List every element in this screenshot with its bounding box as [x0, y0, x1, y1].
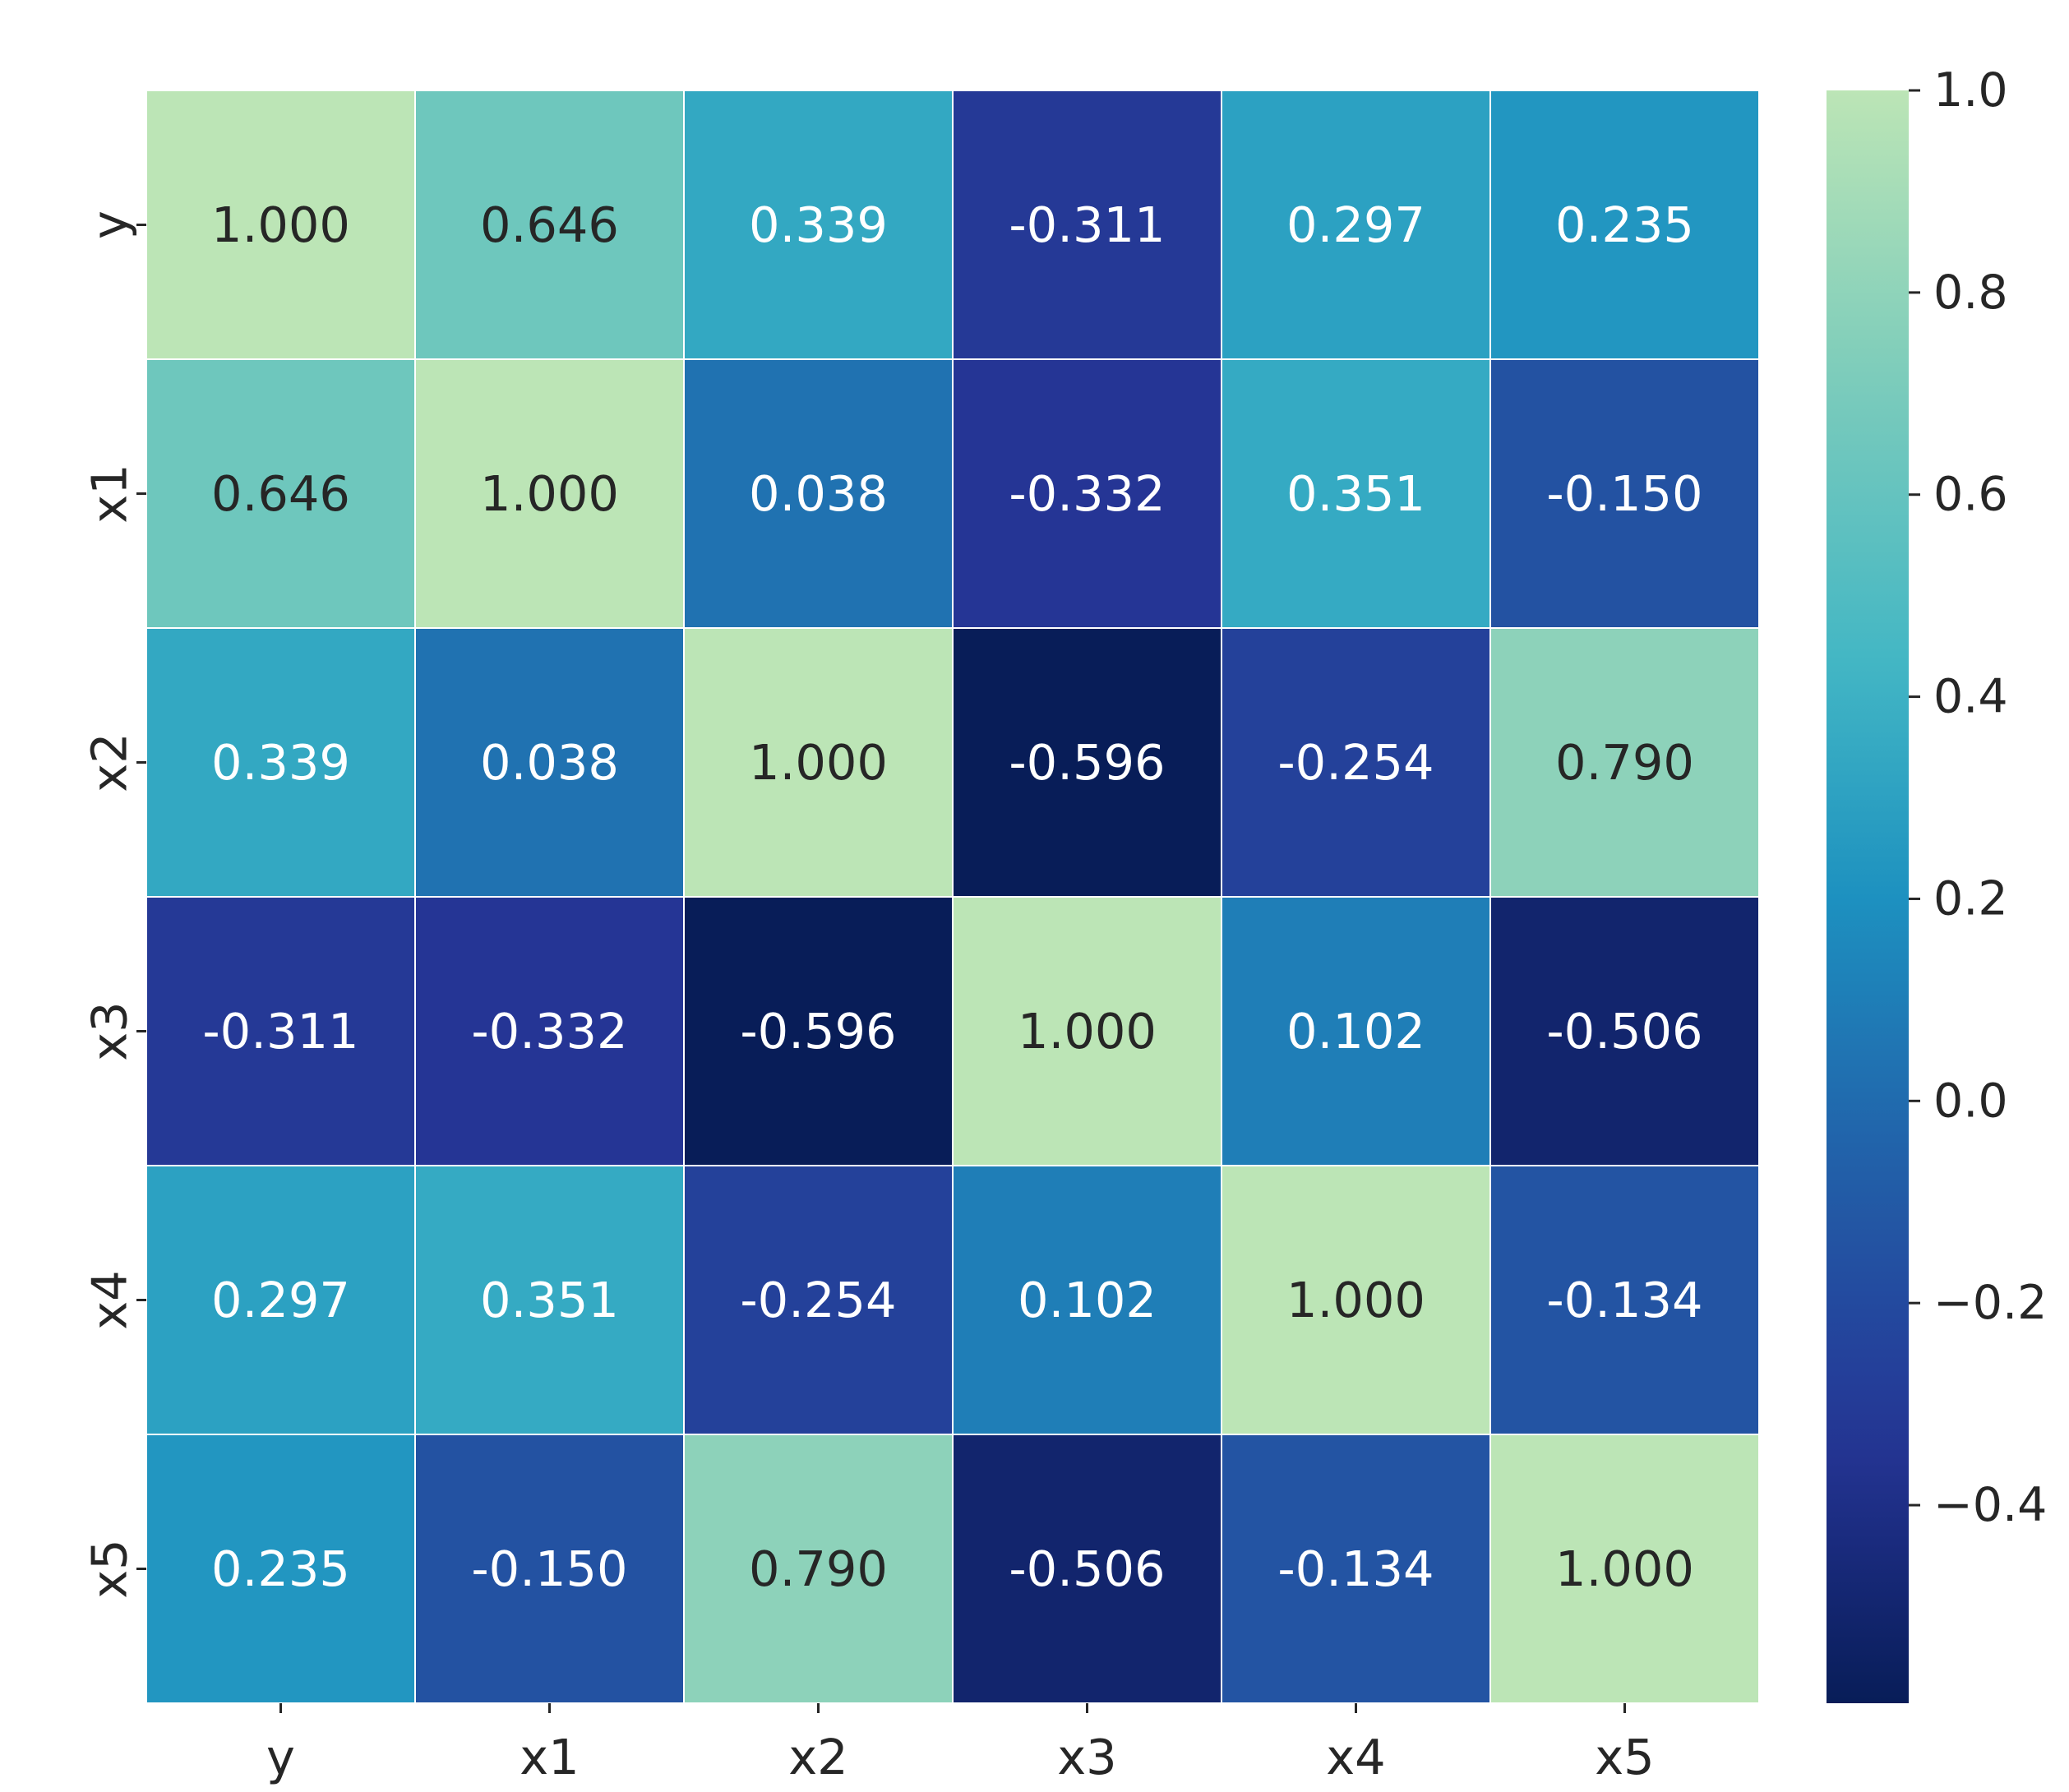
x-tick-label-x1: x1	[520, 1729, 579, 1785]
heatmap-cell-label-x4-x3: 0.102	[1018, 1272, 1157, 1328]
heatmap-cell-x1-x5	[1489, 358, 1760, 629]
heatmap-cell-x2-y	[145, 627, 416, 898]
heatmap-cell-x5-y	[145, 1434, 416, 1704]
heatmap-cell-label-x2-x1: 0.038	[480, 734, 619, 791]
heatmap-cell-x2-x4	[1221, 627, 1491, 898]
heatmap-cell-y-x1	[414, 90, 685, 360]
heatmap-cell-label-x3-x4: 0.102	[1286, 1003, 1425, 1060]
heatmap-cell-label-x5-y: 0.235	[211, 1540, 350, 1597]
colorbar: 1.0 0.8 0.6 0.4 0.2 0.0 −0.2 −0.4	[1827, 63, 2047, 1703]
heatmap-cell-label-x3-y: -0.311	[202, 1003, 358, 1060]
heatmap-cell-label-x1-x5: -0.150	[1546, 465, 1702, 522]
colorbar-tick-label-0.0: 0.0	[1933, 1074, 2008, 1128]
heatmap-cell-x3-x5	[1489, 896, 1760, 1166]
heatmap-cell-label-x5-x4: -0.134	[1277, 1540, 1434, 1597]
heatmap-cell-x2-x1	[414, 627, 685, 898]
y-tick-label-x4: x4	[81, 1270, 138, 1329]
heatmap-cell-x4-x1	[414, 1165, 685, 1435]
heatmap-cell-x4-x3	[952, 1165, 1222, 1435]
heatmap-cell-x1-y	[145, 358, 416, 629]
colorbar-tick-label-0.2: 0.2	[1933, 871, 2008, 926]
colorbar-gradient	[1827, 90, 1909, 1703]
heatmap-cell-label-x1-y: 0.646	[211, 465, 350, 522]
heatmap-cell-label-x1-x4: 0.351	[1286, 465, 1425, 522]
heatmap-cell-y-x3	[952, 90, 1222, 360]
heatmap-cell-x3-x2	[683, 896, 954, 1166]
heatmap-cell-label-x2-y: 0.339	[211, 734, 350, 791]
heatmap-cell-x2-x5	[1489, 627, 1760, 898]
heatmap-cell-x5-x5	[1489, 1434, 1760, 1704]
y-tick-label-x3: x3	[81, 1001, 138, 1060]
colorbar-tick-label-0.6: 0.6	[1933, 468, 2008, 522]
heatmap-cell-x2-x2	[683, 627, 954, 898]
heatmap-cell-x1-x3	[952, 358, 1222, 629]
heatmap-cell-label-x2-x3: -0.596	[1009, 734, 1165, 791]
heatmap-cell-y-x5	[1489, 90, 1760, 360]
heatmap-cell-label-y-x5: 0.235	[1555, 196, 1694, 253]
heatmap-cell-label-x2-x5: 0.790	[1555, 734, 1694, 791]
heatmap-cell-label-x5-x2: 0.790	[749, 1540, 888, 1597]
colorbar-tick-label-−0.2: −0.2	[1933, 1276, 2047, 1330]
heatmap-cell-label-x5-x5: 1.000	[1555, 1540, 1694, 1597]
heatmap-cell-label-y-x2: 0.339	[749, 196, 888, 253]
heatmap-cell-label-x5-x3: -0.506	[1009, 1540, 1165, 1597]
heatmap-cell-label-x2-x2: 1.000	[749, 734, 888, 791]
heatmap-cell-label-x3-x5: -0.506	[1546, 1003, 1702, 1060]
heatmap-cell-x3-x4	[1221, 896, 1491, 1166]
heatmap-cell-label-x1-x2: 0.038	[749, 465, 888, 522]
colorbar-tick-label-1.0: 1.0	[1933, 63, 2008, 118]
heatmap-cell-x4-x4	[1221, 1165, 1491, 1435]
y-tick-label-x5: x5	[81, 1539, 138, 1598]
y-axis: y x1 x2 x3 x4 x5	[81, 210, 146, 1599]
x-tick-label-x3: x3	[1057, 1729, 1116, 1785]
heatmap-cell-y-x2	[683, 90, 954, 360]
heatmap-cell-label-x4-x4: 1.000	[1286, 1272, 1425, 1328]
heatmap-cell-label-x2-x4: -0.254	[1277, 734, 1434, 791]
heatmap-cell-label-y-x4: 0.297	[1286, 196, 1425, 253]
heatmap-cell-label-x3-x3: 1.000	[1018, 1003, 1157, 1060]
x-tick-label-x4: x4	[1326, 1729, 1385, 1785]
heatmap-cell-label-x4-x2: -0.254	[740, 1272, 896, 1328]
heatmap-cell-x4-y	[145, 1165, 416, 1435]
x-axis: y x1 x2 x3 x4 x5	[266, 1703, 1655, 1785]
heatmap-cell-labels: 1.000 0.646 0.339 -0.311 0.297 0.235 0.646 1.00…	[202, 196, 1702, 1597]
heatmap-cell-x3-y	[145, 896, 416, 1166]
heatmap-cell-label-x4-y: 0.297	[211, 1272, 350, 1328]
heatmap-cell-x5-x3	[952, 1434, 1222, 1704]
heatmap-cell-label-y-y: 1.000	[211, 196, 350, 253]
heatmap-cell-x4-x5	[1489, 1165, 1760, 1435]
colorbar-tick-label-−0.4: −0.4	[1933, 1478, 2047, 1532]
heatmap-cell-x3-x3	[952, 896, 1222, 1166]
x-tick-label-x2: x2	[788, 1729, 847, 1785]
heatmap-cell-x3-x1	[414, 896, 685, 1166]
heatmap-cell-label-y-x3: -0.311	[1009, 196, 1165, 253]
y-tick-label-x1: x1	[81, 464, 138, 523]
heatmap-cell-label-x3-x2: -0.596	[740, 1003, 896, 1060]
x-tick-label-y: y	[266, 1729, 295, 1785]
heatmap-cell-label-x4-x1: 0.351	[480, 1272, 619, 1328]
heatmap-cell-label-y-x1: 0.646	[480, 196, 619, 253]
heatmap-cell-x5-x4	[1221, 1434, 1491, 1704]
heatmap-cell-y-x4	[1221, 90, 1491, 360]
heatmap-cell-label-x1-x1: 1.000	[480, 465, 619, 522]
y-tick-label-x2: x2	[81, 732, 138, 792]
heatmap-cell-label-x1-x3: -0.332	[1009, 465, 1165, 522]
heatmap-cell-x1-x1	[414, 358, 685, 629]
x-tick-label-x5: x5	[1595, 1729, 1654, 1785]
heatmap-cell-label-x5-x1: -0.150	[471, 1540, 627, 1597]
heatmap-cell-x2-x3	[952, 627, 1222, 898]
heatmap-cell-y-y	[145, 90, 416, 360]
heatmap-cell-label-x3-x1: -0.332	[471, 1003, 627, 1060]
heatmap-cell-label-x4-x5: -0.134	[1546, 1272, 1702, 1328]
heatmap-cell-x4-x2	[683, 1165, 954, 1435]
colorbar-tick-label-0.8: 0.8	[1933, 266, 2008, 320]
heatmap-cells	[145, 90, 1760, 1704]
y-tick-label-y: y	[81, 210, 138, 239]
colorbar-tick-label-0.4: 0.4	[1933, 670, 2008, 724]
